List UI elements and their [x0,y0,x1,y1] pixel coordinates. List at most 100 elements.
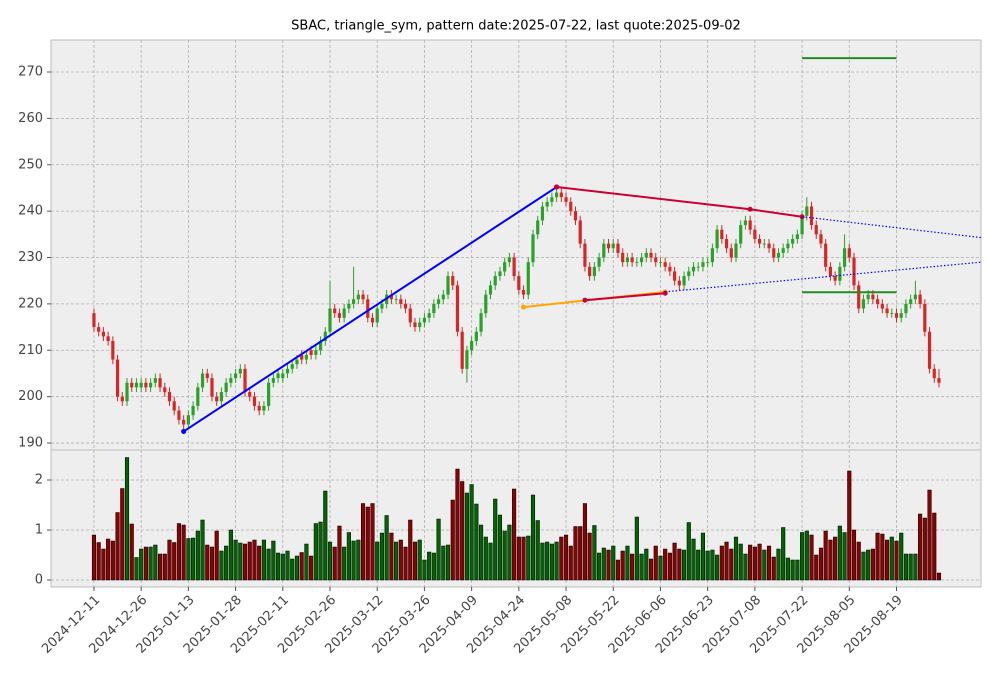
candle-body [559,192,563,198]
candle-body [271,378,275,383]
candle-body [536,220,540,235]
volume-bar [460,481,465,581]
candle-body [229,378,233,383]
y-tick-label: 0 [35,573,43,588]
candle-body [838,266,842,281]
candle-body [517,276,521,290]
volume-bar [545,541,550,581]
candle-body [602,243,606,258]
pattern-point [521,304,527,310]
candle-body [876,299,880,304]
candle-body [243,368,247,393]
volume-bar [186,538,191,581]
candle-body [465,350,469,369]
candle-body [191,405,195,416]
volume-bar [464,492,469,581]
candle-body [300,354,304,360]
candle-body [139,382,143,388]
volume-bar [417,539,422,581]
volume-bar [181,524,186,581]
volume-bar [842,532,847,581]
y-tick-label: 2 [35,473,43,488]
candle-body [932,368,936,379]
volume-bar [360,503,366,581]
candle-body [776,252,781,258]
candle-body [842,248,847,267]
volume-bar [422,559,427,581]
candle-body [267,382,271,406]
volume-bar [663,548,668,581]
volume-bar [412,541,418,581]
volume-bar [903,553,908,581]
volume-bar [913,553,918,581]
candle-body [720,229,724,239]
candle-body [337,313,342,318]
volume-bar [918,513,923,581]
volume-bar [568,545,573,581]
volume-bar [445,544,451,581]
volume-bar [493,498,498,581]
volume-bar [379,532,384,581]
volume-bar [474,503,479,581]
candle-body [597,257,601,267]
candle-body [526,262,530,295]
volume-bar [242,543,248,581]
candle-body [281,373,285,379]
volume-bar [148,546,153,581]
volume-bar [436,518,441,581]
volume-bar [375,541,380,581]
volume-bar [219,550,224,581]
candle-body [455,285,460,332]
volume-bar [394,541,399,581]
volume-bar [441,545,446,581]
candle-body [772,248,776,258]
volume-bar [323,490,328,581]
y-tick-label: 200 [18,389,43,404]
volume-bar [738,543,743,581]
candle-body [493,276,497,286]
candle-body [847,248,851,258]
candle-body [569,201,573,212]
volume-bar [483,536,488,581]
candle-body [861,299,866,309]
volume-bar [535,520,540,581]
volume-bar [247,541,252,581]
volume-bar [823,530,828,581]
candle-body [819,234,823,244]
volume-bar [276,552,281,581]
chart-title: SBAC, triangle_sym, pattern date:2025-07… [291,19,741,34]
candle-body [153,378,157,383]
candle-body [432,303,436,314]
volume-bar [696,549,701,581]
pattern-point [582,297,588,303]
candle-body [304,354,308,360]
volume-bar [837,525,842,581]
candle-body [866,294,870,300]
candle-body [630,257,634,263]
candle-body [918,294,922,304]
volume-bar [176,523,181,581]
volume-bar [398,539,403,581]
candle-body [701,262,705,267]
pattern-point [181,428,187,434]
candle-body [531,234,535,263]
candle-body [824,243,828,267]
candle-body [673,271,677,281]
candle-body [323,331,327,342]
volume-bar [847,470,852,581]
candle-body [743,220,748,226]
candle-body [814,225,818,235]
volume-bar [271,540,276,581]
candle-body [710,248,714,263]
candle-body [805,206,809,216]
volume-bar [856,541,861,581]
volume-bar [578,526,583,581]
volume-bar [861,551,866,581]
candle-body [927,331,932,369]
candle-body [880,303,884,309]
candle-body [573,211,578,221]
candle-body [484,294,488,314]
volume-bar [106,538,111,581]
volume-bar [313,523,318,581]
volume-bar [280,553,285,581]
